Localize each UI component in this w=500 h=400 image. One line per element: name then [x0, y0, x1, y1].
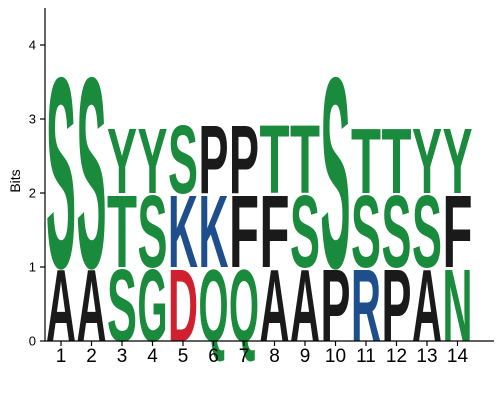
logo-letter-T: T [382, 109, 412, 213]
logo-letter-Y: Y [412, 110, 442, 213]
x-tick-label: 3 [117, 346, 128, 367]
x-tick-label: 14 [447, 346, 469, 367]
y-axis: 0 1 2 3 4 [29, 8, 46, 349]
x-tick-label: 8 [269, 346, 280, 367]
x-tick-label: 11 [356, 346, 376, 367]
x-tick-label: 7 [239, 346, 250, 367]
logo-letter-F: F [260, 175, 290, 290]
logo-letter-T: T [351, 109, 381, 213]
logo-letter-F: F [443, 175, 473, 290]
logo-letter-P: P [229, 106, 259, 215]
x-tick-label: 4 [147, 346, 158, 367]
logo-letter-S: S [382, 174, 412, 289]
logo-letter-S: S [290, 174, 320, 289]
logo-letter-T: T [260, 106, 290, 215]
logo-letter-F: F [229, 175, 259, 290]
logo-letter-S: S [77, 21, 107, 325]
logo-letter-S: S [351, 174, 381, 289]
logo-letter-Y: Y [443, 110, 473, 213]
logo-letter-S: S [168, 106, 198, 215]
logo-letter-S: S [412, 174, 442, 289]
logo-letter-K: K [168, 174, 198, 289]
logo-letter-T: T [290, 106, 320, 215]
x-tick-label: 5 [178, 346, 189, 367]
logo-letter-P: P [199, 106, 229, 215]
x-tick-label: 10 [325, 346, 346, 367]
logo-letter-S: S [138, 174, 168, 289]
logo-letter-T: T [107, 175, 137, 290]
x-tick-label: 1 [56, 346, 67, 367]
logo-letter-Y: Y [107, 110, 137, 213]
y-tick-label: 3 [29, 112, 36, 127]
y-axis-title: Bits [7, 169, 23, 192]
y-tick-label: 0 [29, 334, 36, 349]
x-tick-label: 6 [208, 346, 219, 367]
x-axis: 1 2 3 4 5 6 7 8 9 10 11 12 13 14 [45, 340, 494, 367]
logo-letter-Y: Y [138, 110, 168, 213]
x-tick-label: 13 [416, 346, 437, 367]
x-tick-label: 9 [300, 346, 311, 367]
y-tick-label: 2 [29, 186, 36, 201]
x-tick-label: 12 [386, 346, 407, 367]
logo-letter-S: S [46, 21, 76, 325]
y-tick-label: 4 [29, 38, 36, 53]
y-tick-label: 1 [29, 260, 36, 275]
x-tick-label: 2 [86, 346, 97, 367]
logo-letter-S: S [321, 21, 351, 325]
logo-letter-K: K [199, 174, 229, 289]
